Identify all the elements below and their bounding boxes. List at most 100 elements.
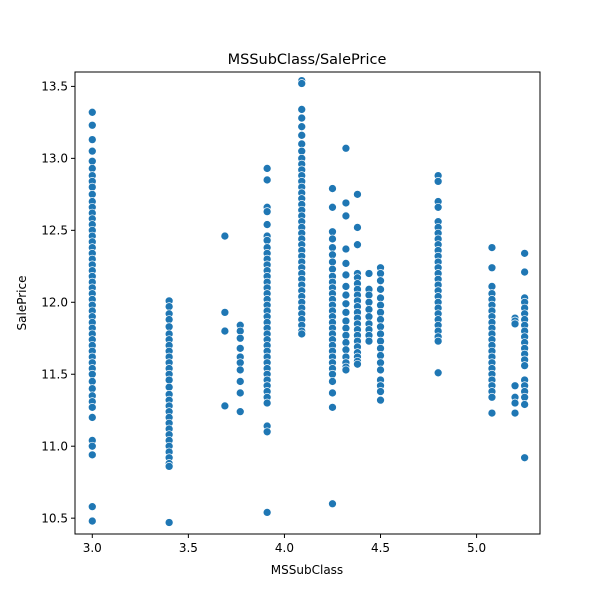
data-point [376,315,385,324]
data-point [487,243,497,252]
data-point [510,319,520,329]
data-point [341,270,351,280]
data-point [341,331,351,340]
data-point [262,164,272,173]
data-point [87,182,97,192]
data-point [328,184,337,193]
data-point [328,250,337,260]
data-point [297,113,307,123]
data-point [297,146,307,156]
data-point [235,407,245,417]
data-point [520,400,529,409]
data-point [328,257,337,267]
data-point [164,462,174,471]
data-point [364,297,374,307]
data-point [376,343,385,353]
y-tick-label: 12.5 [41,224,68,238]
data-point [262,427,272,437]
data-point [235,388,245,398]
data-point [87,156,97,166]
data-point [297,105,307,114]
data-point [376,365,385,375]
data-point [520,392,529,402]
data-point [376,269,385,278]
x-tick-label: 4.0 [275,541,294,555]
data-point [341,345,351,355]
data-point [87,384,97,393]
data-point [376,293,385,303]
data-point [341,143,351,153]
data-point [376,284,385,294]
data-point [376,358,385,368]
data-point [262,398,272,408]
data-point [376,395,385,405]
data-point [328,388,337,398]
points-layer [87,76,529,527]
x-tick-label: 3.5 [179,541,198,555]
data-point [87,441,97,451]
data-point [364,312,374,322]
data-point [341,365,351,375]
data-point [297,139,307,149]
data-point [510,408,520,418]
y-tick-label: 12.0 [41,296,68,310]
data-point [87,120,97,130]
data-point [87,369,97,379]
data-point [262,220,272,229]
data-point [235,326,245,336]
data-point [433,368,443,378]
data-point [87,146,97,156]
data-point [328,369,337,379]
y-axis-title: SalePrice [15,276,29,331]
data-point [376,308,385,317]
data-point [87,403,97,412]
data-point [87,107,97,117]
data-point [341,198,351,208]
y-tick-label: 13.5 [41,80,68,94]
data-point [164,302,174,311]
data-point [376,387,385,396]
y-tick-label: 11.5 [41,368,68,382]
data-point [87,516,97,526]
data-point [235,333,245,343]
data-point [328,202,337,212]
chart-title: MSSubClass/SalePrice [228,52,387,68]
data-point [220,308,230,317]
data-point [164,315,174,324]
data-point [341,299,351,309]
data-point [376,300,385,310]
data-point [87,450,97,460]
data-point [87,502,97,511]
data-point [297,122,307,132]
data-point [376,329,385,339]
data-point [376,322,385,332]
data-point [487,392,497,402]
data-point [341,316,351,326]
data-point [364,290,374,300]
y-tick-label: 11.0 [41,440,68,454]
data-point [164,322,174,332]
data-point [376,276,385,286]
data-point [235,343,245,353]
data-point [433,336,443,346]
x-axis: 3.0 3.5 4.0 4.5 5.0 [83,534,486,555]
data-point [487,282,497,291]
data-point [433,202,443,212]
y-tick-label: 10.5 [41,511,68,525]
data-point [510,398,520,408]
x-axis-title: MSSubClass [271,563,343,577]
data-point [520,361,529,370]
x-tick-label: 5.0 [467,541,486,555]
data-point [297,79,307,88]
data-point [328,499,337,509]
data-point [87,413,97,422]
data-point [235,365,245,375]
data-point [353,240,362,250]
data-point [520,267,529,277]
data-point [328,264,337,274]
x-tick-label: 3.0 [83,541,102,555]
data-point [164,382,174,392]
data-point [341,282,351,291]
data-point [235,377,245,386]
data-point [328,227,337,237]
